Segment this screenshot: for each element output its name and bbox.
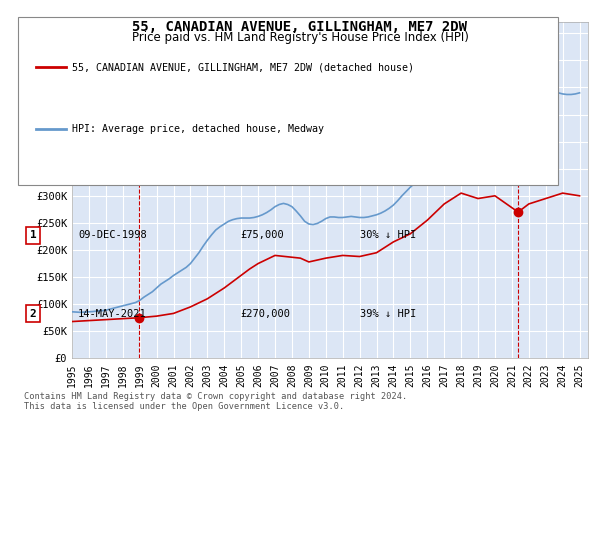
Text: £75,000: £75,000 [240,230,284,240]
Text: Price paid vs. HM Land Registry's House Price Index (HPI): Price paid vs. HM Land Registry's House … [131,31,469,44]
Text: 14-MAY-2021: 14-MAY-2021 [78,309,147,319]
Text: 55, CANADIAN AVENUE, GILLINGHAM, ME7 2DW (detached house): 55, CANADIAN AVENUE, GILLINGHAM, ME7 2DW… [72,62,414,72]
Text: 1: 1 [135,58,142,68]
Text: 2: 2 [29,309,37,319]
Text: 09-DEC-1998: 09-DEC-1998 [78,230,147,240]
Text: 30% ↓ HPI: 30% ↓ HPI [360,230,416,240]
Text: £270,000: £270,000 [240,309,290,319]
Text: 2: 2 [515,58,521,68]
Text: HPI: Average price, detached house, Medway: HPI: Average price, detached house, Medw… [72,124,324,134]
Text: 39% ↓ HPI: 39% ↓ HPI [360,309,416,319]
Text: 1: 1 [29,230,37,240]
Text: 55, CANADIAN AVENUE, GILLINGHAM, ME7 2DW: 55, CANADIAN AVENUE, GILLINGHAM, ME7 2DW [133,20,467,34]
Text: Contains HM Land Registry data © Crown copyright and database right 2024.
This d: Contains HM Land Registry data © Crown c… [24,392,407,412]
